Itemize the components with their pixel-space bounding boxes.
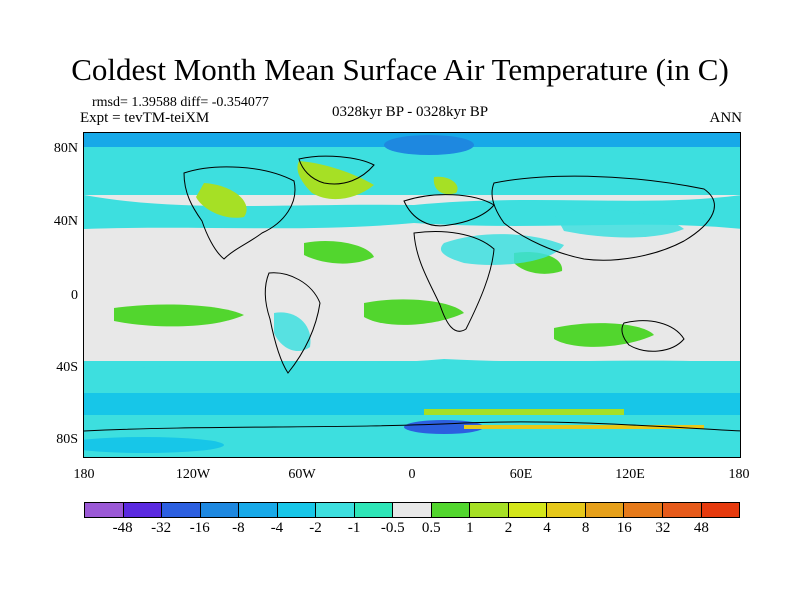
colorbar-label: 0.5 [421, 520, 441, 536]
colorbar-label: 8 [581, 520, 590, 536]
experiment-label: Expt = tevTM-teiXM [80, 110, 210, 126]
period-text: 0328kyr BP - 0328kyr BP [331, 104, 489, 120]
colorbar-label: -4 [270, 520, 284, 536]
lon-label-60w: 60W [288, 467, 316, 482]
lon-label-0: 0 [408, 467, 416, 482]
colorbar-label: 2 [504, 520, 513, 536]
colorbar-swatch-3 [200, 503, 240, 517]
lat-label-0: 0 [71, 288, 78, 303]
cool-patch-southamerica [274, 312, 311, 352]
colorbar-label: -0.5 [380, 520, 405, 536]
colorbar-swatch-15 [662, 503, 702, 517]
warm-patch-indian [554, 323, 654, 347]
lon-label-120w: 120W [175, 467, 211, 482]
colorbar [84, 502, 740, 518]
lon-label-60e: 60E [509, 467, 533, 482]
lon-label-180e: 180 [728, 467, 750, 482]
chart-title: Coldest Month Mean Surface Air Temperatu… [71, 52, 729, 87]
coastlines [84, 155, 740, 432]
stats-line: rmsd= 1.39588 diff= -0.354077 [92, 95, 269, 110]
colorbar-label: 48 [693, 520, 709, 536]
south-midlat-band [84, 359, 740, 383]
colorbar-label: -8 [232, 520, 245, 536]
colorbar-label: 16 [616, 520, 632, 536]
warm-patch-south-atlantic [364, 299, 464, 325]
warm-patch-northamerica [196, 183, 247, 218]
colorbar-swatch-13 [585, 503, 625, 517]
warm-strip-antarctic-2 [464, 425, 704, 429]
colorbar-label: 32 [655, 520, 671, 536]
colorbar-swatch-6 [316, 503, 355, 517]
lat-label-40s: 40S [56, 360, 78, 375]
colorbar-label: -2 [309, 520, 322, 536]
colorbar-swatch-2 [162, 503, 201, 517]
colorbar-swatch-7 [354, 503, 394, 517]
colorbar-swatch-1 [123, 503, 163, 517]
lon-label-120e: 120E [615, 467, 645, 482]
colorbar-swatch-12 [547, 503, 586, 517]
map-panel [83, 132, 741, 458]
colorbar-swatch-9 [431, 503, 471, 517]
warm-patch-greenland [297, 161, 374, 200]
warm-patch-south-pacific [114, 304, 244, 327]
cold-patch-ross [84, 437, 224, 453]
colorbar-swatch-14 [624, 503, 663, 517]
lat-label-40n: 40N [53, 214, 78, 229]
colorbar-label: 1 [466, 520, 474, 536]
colorbar-swatch-5 [277, 503, 317, 517]
warm-strip-antarctic [424, 409, 624, 415]
colorbar-swatch-11 [508, 503, 548, 517]
colorbar-swatch-16 [701, 503, 740, 517]
colorbar-label: -16 [189, 520, 210, 536]
warm-patch-tropical-atlantic [304, 240, 374, 264]
cool-patch-asia [554, 209, 684, 238]
cold-patch-arctic [384, 135, 474, 155]
lat-label-80n: 80N [53, 141, 78, 156]
colorbar-swatch-0 [85, 503, 124, 517]
period-label: 0328kyr BP - 0328kyr BP [0, 104, 800, 121]
season-label: ANN [709, 110, 743, 126]
colorbar-swatch-10 [470, 503, 509, 517]
warm-patch-scandinavia [433, 176, 458, 195]
colorbar-label: -32 [151, 520, 172, 536]
colorbar-label: -1 [347, 520, 361, 536]
lat-label-80s: 80S [56, 432, 78, 447]
colorbar-label: -48 [112, 520, 133, 536]
lon-label-180w: 180 [73, 467, 95, 482]
colorbar-swatch-4 [239, 503, 278, 517]
colorbar-label: 4 [543, 520, 551, 536]
map-field [84, 133, 740, 457]
colorbar-swatch-8 [393, 503, 432, 517]
